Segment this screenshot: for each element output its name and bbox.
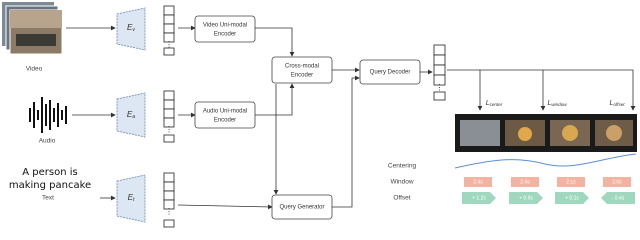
node-label: Cross-modal	[285, 64, 319, 70]
label-main: L	[486, 100, 490, 107]
node-label: Encoder	[214, 32, 236, 38]
token	[163, 199, 175, 210]
token	[163, 23, 175, 34]
window-box	[464, 177, 492, 187]
offset-label: + 0.1s	[565, 195, 579, 201]
row-label: Centering	[388, 163, 417, 170]
label: Et	[128, 193, 135, 203]
ellipsis: ⋮	[165, 207, 173, 216]
offset-arrow	[555, 192, 589, 204]
centering-curve	[454, 153, 637, 169]
audio-encoder	[194, 101, 256, 129]
offset-label: + 1.2s	[472, 195, 486, 201]
offset-arrow	[509, 192, 543, 204]
token	[163, 190, 175, 201]
sentence: A person is	[22, 167, 77, 178]
node-label: Encoder	[291, 73, 313, 79]
window-label: 2.0s	[612, 179, 622, 185]
label: Ea	[127, 110, 135, 120]
label-sub: a	[132, 114, 135, 120]
token	[163, 117, 175, 128]
film-strip	[455, 114, 637, 152]
token	[163, 172, 175, 183]
arrow	[177, 204, 273, 210]
video-frames	[2, 2, 63, 55]
token	[163, 14, 175, 25]
svg-text:⋮: ⋮	[436, 83, 444, 92]
video-encoder	[194, 15, 256, 43]
text-label: Text	[42, 195, 54, 202]
token	[163, 108, 175, 119]
encoder	[116, 174, 146, 223]
arrow	[332, 75, 360, 208]
encoder	[116, 7, 146, 51]
window-label: 2.4s	[520, 179, 530, 185]
arrow	[447, 69, 636, 111]
offset-arrow	[601, 192, 635, 204]
label-main: E	[127, 110, 133, 119]
audio-waveform	[29, 97, 67, 133]
node-label: Audio Uni-modal	[203, 109, 247, 115]
label: Lwindow	[547, 100, 567, 107]
arrow	[255, 83, 295, 116]
label-sub: center	[490, 102, 503, 107]
token	[163, 47, 175, 56]
token	[163, 134, 175, 143]
node-label: Query Decoder	[370, 70, 411, 76]
token	[163, 99, 175, 110]
arrow	[255, 27, 295, 57]
node-label: Query Generator	[279, 205, 324, 211]
node-label: Encoder	[214, 118, 236, 124]
window-label: 2.1s	[566, 179, 576, 185]
row-label: Offset	[393, 195, 410, 202]
label-sub: t	[133, 197, 135, 203]
offset-label: - 0.4s	[612, 195, 625, 201]
token	[163, 90, 175, 101]
encoder	[116, 92, 146, 138]
offset-arrow	[462, 192, 496, 204]
node-label: Video Uni-modal	[203, 23, 247, 29]
label-main: L	[609, 100, 613, 107]
label-sub: window	[551, 102, 567, 107]
token	[163, 181, 175, 192]
token	[163, 5, 175, 16]
token	[163, 219, 175, 228]
label-sub: v	[132, 27, 135, 33]
token	[163, 32, 175, 43]
window-box	[511, 177, 539, 187]
ellipsis: ⋮	[165, 125, 173, 134]
label-main: E	[127, 23, 133, 32]
sentence: making pancake	[9, 180, 91, 191]
label: Lcenter	[486, 100, 503, 107]
cross-modal-encoder	[271, 56, 333, 84]
label-sub: offset	[613, 102, 625, 107]
window-box	[557, 177, 585, 187]
ellipsis: ⋮	[165, 40, 173, 49]
window-box	[603, 177, 631, 187]
row-label: Window	[390, 179, 413, 186]
label: Ev	[127, 23, 135, 33]
offset-label: + 0.9s	[519, 195, 533, 201]
label-main: E	[128, 193, 134, 202]
audio-label: Audio	[39, 138, 56, 145]
label: Loffset	[609, 100, 625, 107]
diagram: Video Audio A person is making pancake T…	[2, 2, 637, 228]
video-label: Video	[26, 66, 43, 73]
window-label: 2.4s	[473, 179, 483, 185]
label-main: L	[547, 100, 551, 107]
query-tokens: ⋮	[433, 44, 446, 101]
